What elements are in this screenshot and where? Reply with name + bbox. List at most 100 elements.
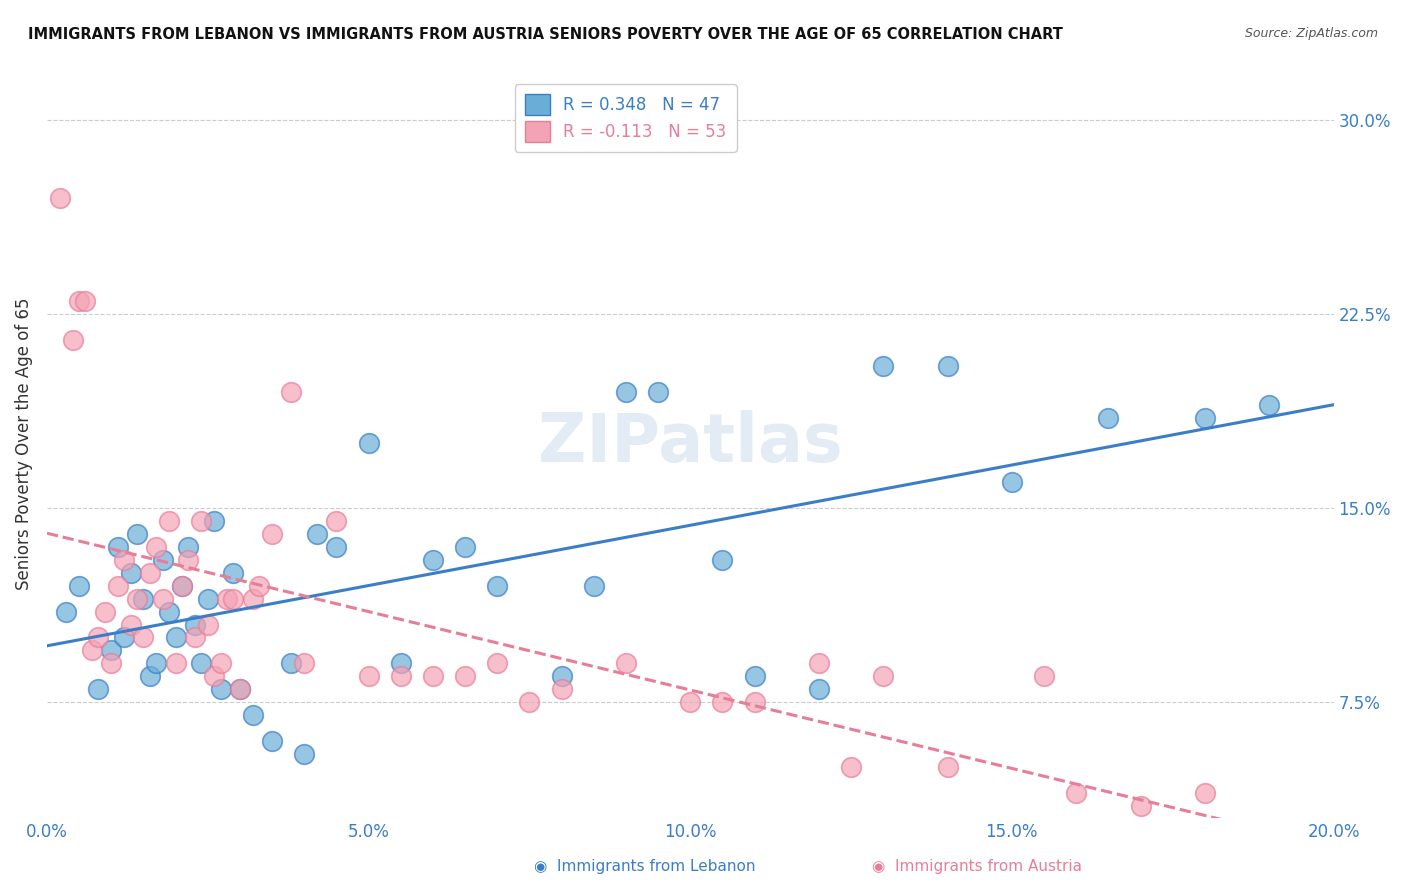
Point: [711, 553, 734, 567]
Point: [157, 514, 180, 528]
Point: [307, 527, 329, 541]
Point: [94, 605, 117, 619]
Point: [422, 553, 444, 567]
Point: [550, 682, 572, 697]
Point: [145, 540, 167, 554]
Point: [87, 682, 110, 697]
Point: [260, 527, 283, 541]
Point: [152, 553, 174, 567]
Point: [1194, 786, 1216, 800]
Point: [1097, 410, 1119, 425]
Text: ZIPatlas: ZIPatlas: [538, 410, 842, 476]
Point: [87, 631, 110, 645]
Point: [184, 631, 207, 645]
Point: [292, 657, 315, 671]
Text: ◉  Immigrants from Lebanon: ◉ Immigrants from Lebanon: [534, 859, 756, 874]
Point: [177, 553, 200, 567]
Point: [202, 514, 225, 528]
Point: [1258, 398, 1281, 412]
Point: [202, 669, 225, 683]
Point: [165, 631, 187, 645]
Point: [190, 657, 212, 671]
Point: [292, 747, 315, 761]
Point: [1064, 786, 1087, 800]
Point: [125, 591, 148, 606]
Point: [260, 734, 283, 748]
Point: [190, 514, 212, 528]
Point: [744, 695, 766, 709]
Point: [62, 333, 84, 347]
Point: [197, 591, 219, 606]
Point: [209, 657, 232, 671]
Point: [49, 191, 72, 205]
Point: [1033, 669, 1056, 683]
Point: [112, 553, 135, 567]
Point: [67, 294, 90, 309]
Point: [55, 605, 77, 619]
Point: [614, 384, 637, 399]
Point: [247, 579, 270, 593]
Point: [125, 527, 148, 541]
Point: [75, 294, 97, 309]
Point: [107, 579, 129, 593]
Point: [807, 657, 830, 671]
Point: [100, 643, 122, 657]
Point: [100, 657, 122, 671]
Point: [807, 682, 830, 697]
Text: IMMIGRANTS FROM LEBANON VS IMMIGRANTS FROM AUSTRIA SENIORS POVERTY OVER THE AGE : IMMIGRANTS FROM LEBANON VS IMMIGRANTS FR…: [28, 27, 1063, 42]
Point: [486, 657, 509, 671]
Point: [422, 669, 444, 683]
Point: [1194, 410, 1216, 425]
Point: [229, 682, 252, 697]
Point: [170, 579, 193, 593]
Point: [157, 605, 180, 619]
Point: [744, 669, 766, 683]
Point: [139, 566, 162, 580]
Y-axis label: Seniors Poverty Over the Age of 65: Seniors Poverty Over the Age of 65: [15, 297, 32, 590]
Point: [839, 760, 862, 774]
Point: [112, 631, 135, 645]
Point: [389, 669, 412, 683]
Point: [120, 617, 142, 632]
Legend: R = 0.348   N = 47, R = -0.113   N = 53: R = 0.348 N = 47, R = -0.113 N = 53: [515, 85, 737, 152]
Point: [184, 617, 207, 632]
Point: [872, 359, 894, 373]
Point: [486, 579, 509, 593]
Point: [280, 657, 302, 671]
Text: Source: ZipAtlas.com: Source: ZipAtlas.com: [1244, 27, 1378, 40]
Point: [936, 760, 959, 774]
Point: [280, 384, 302, 399]
Point: [215, 591, 238, 606]
Point: [209, 682, 232, 697]
Point: [67, 579, 90, 593]
Point: [357, 669, 380, 683]
Point: [222, 566, 245, 580]
Point: [1129, 798, 1152, 813]
Point: [132, 631, 155, 645]
Point: [197, 617, 219, 632]
Point: [679, 695, 702, 709]
Point: [139, 669, 162, 683]
Point: [647, 384, 669, 399]
Point: [711, 695, 734, 709]
Point: [165, 657, 187, 671]
Point: [170, 579, 193, 593]
Point: [132, 591, 155, 606]
Point: [222, 591, 245, 606]
Point: [357, 436, 380, 450]
Point: [177, 540, 200, 554]
Point: [107, 540, 129, 554]
Point: [454, 540, 477, 554]
Point: [145, 657, 167, 671]
Point: [229, 682, 252, 697]
Point: [325, 514, 347, 528]
Point: [325, 540, 347, 554]
Point: [614, 657, 637, 671]
Point: [936, 359, 959, 373]
Point: [152, 591, 174, 606]
Point: [519, 695, 541, 709]
Point: [120, 566, 142, 580]
Point: [80, 643, 103, 657]
Text: ◉  Immigrants from Austria: ◉ Immigrants from Austria: [872, 859, 1081, 874]
Point: [242, 708, 264, 723]
